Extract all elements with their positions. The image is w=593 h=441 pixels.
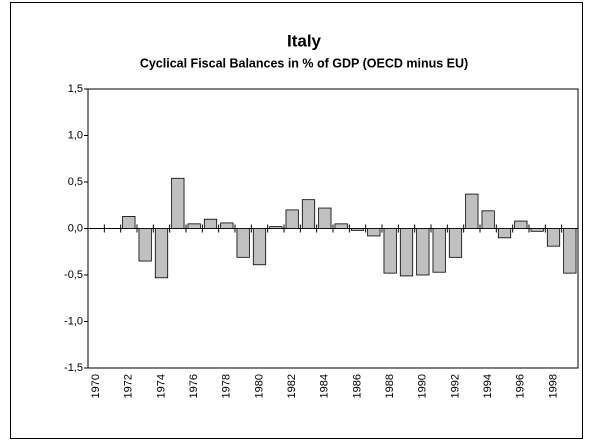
bar — [154, 228, 169, 279]
x-tick-label: 1984 — [319, 374, 331, 398]
bar — [514, 220, 528, 229]
x-tick-label: 1972 — [123, 374, 135, 398]
bar — [448, 228, 463, 258]
x-tick-label: 1978 — [221, 374, 233, 398]
bar — [563, 228, 577, 274]
x-tick-label: 1980 — [253, 374, 265, 398]
y-tick-label: 1,5 — [68, 83, 83, 95]
x-tick-label: 1988 — [384, 374, 396, 398]
chart-subtitle: Cyclical Fiscal Balances in % of GDP (OE… — [140, 56, 468, 70]
bar — [301, 199, 316, 229]
bar — [416, 228, 430, 276]
bar — [334, 223, 348, 229]
bar — [220, 222, 234, 229]
x-tick-label: 1986 — [351, 374, 363, 398]
bar — [350, 228, 365, 231]
x-tick-label: 1976 — [188, 374, 200, 398]
bar — [122, 216, 136, 229]
bar — [138, 228, 152, 262]
bar — [432, 228, 446, 273]
bar — [187, 223, 201, 229]
x-tick-label: 1992 — [449, 374, 461, 398]
x-tick-label: 1970 — [90, 374, 102, 398]
bar — [367, 228, 381, 237]
x-tick-label: 1990 — [417, 374, 429, 398]
x-tick-label: 1974 — [155, 374, 167, 398]
y-tick-label: -0,5 — [64, 269, 83, 281]
bar — [269, 226, 283, 229]
chart-title: Italy — [287, 31, 322, 50]
y-tick-label: -1,0 — [64, 315, 83, 327]
bar — [530, 228, 544, 232]
y-tick-label: 0,0 — [68, 222, 83, 234]
bar — [399, 228, 414, 277]
bar — [383, 228, 397, 274]
bar — [546, 228, 561, 247]
x-tick-label: 1982 — [286, 374, 298, 398]
y-tick-label: 0,5 — [68, 176, 83, 188]
bar — [497, 228, 512, 239]
bar — [252, 228, 267, 266]
bar — [171, 177, 185, 229]
bar — [481, 210, 495, 229]
x-tick-label: 1998 — [547, 374, 559, 398]
x-tick-label: 1996 — [515, 374, 527, 398]
bar — [203, 218, 218, 229]
bar — [465, 193, 479, 229]
y-tick-label: -1,5 — [64, 362, 83, 374]
bar — [318, 207, 332, 229]
bar — [236, 228, 250, 258]
y-tick-label: 1,0 — [68, 129, 83, 141]
x-tick-label: 1994 — [482, 374, 494, 398]
bar — [285, 209, 299, 229]
